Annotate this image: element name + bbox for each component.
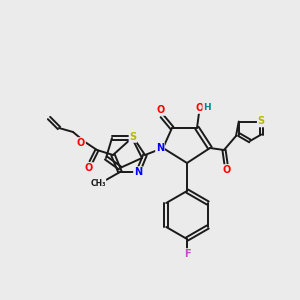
Text: N: N (134, 167, 142, 177)
Text: O: O (196, 103, 204, 113)
Text: S: S (129, 132, 137, 142)
Text: O: O (85, 163, 93, 173)
Text: O: O (77, 138, 85, 148)
Text: O: O (157, 105, 165, 115)
Text: H: H (203, 103, 211, 112)
Text: CH₃: CH₃ (90, 178, 106, 188)
Text: S: S (258, 116, 265, 127)
Text: O: O (223, 165, 231, 175)
Text: N: N (156, 143, 164, 153)
Text: F: F (184, 249, 190, 259)
